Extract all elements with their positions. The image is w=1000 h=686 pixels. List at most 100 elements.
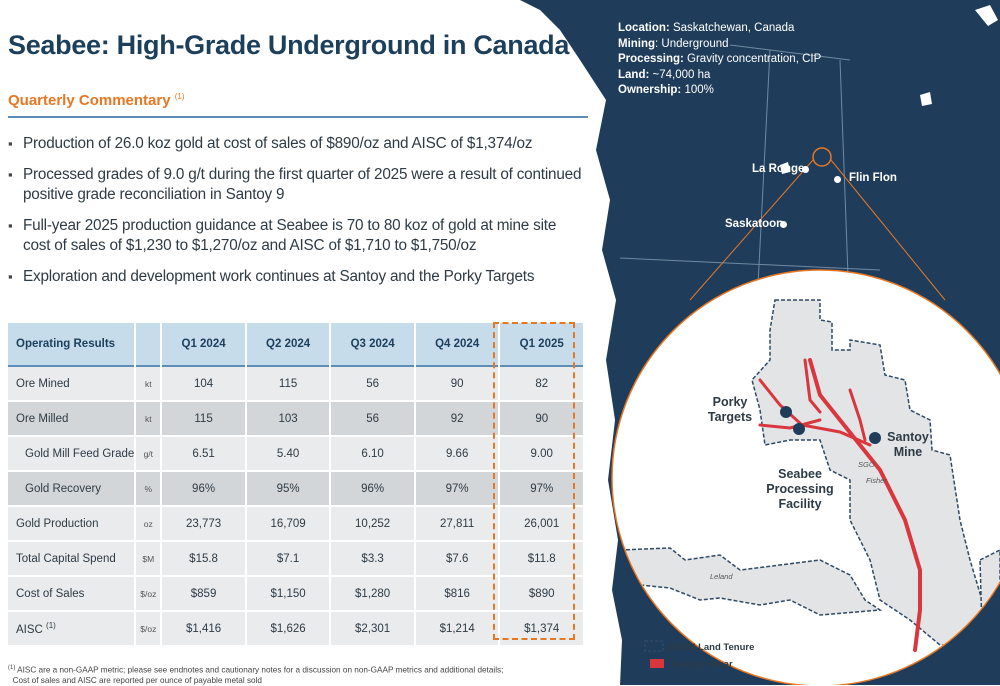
site-info: Location: Saskatchewan, Canada Mining: U… (618, 21, 821, 99)
land-tenure (619, 547, 883, 616)
table-cell: 97% (499, 471, 585, 507)
table-row: Cost of Sales $/oz $859 $1,150 $1,280 $816 $89… (8, 576, 585, 612)
table-header-cell: Operating Results (8, 323, 137, 366)
footnote-line1: AISC are a non-GAAP metric; please see e… (17, 665, 504, 675)
santoy-shear (758, 418, 822, 430)
table-row: Gold Mill Feed Grade g/t 6.51 5.40 6.10 9.66 9… (8, 436, 585, 472)
info-value: ~74,000 ha (652, 68, 711, 81)
province-border (757, 49, 771, 286)
province-border (619, 257, 881, 271)
table-header-cell: Q1 2025 (499, 323, 585, 366)
table-cell: 56 (330, 365, 416, 402)
label-leland: Leland (710, 572, 733, 581)
legend-shear-label: Santoy Shear (672, 659, 733, 670)
lake (780, 162, 790, 174)
info-key: Ownership: (618, 84, 682, 96)
city-dot (802, 166, 809, 173)
table-cell: $11.8 (499, 541, 585, 577)
table-body: Ore Mined kt 104 115 56 90 82 Ore Milled kt 115 10… (8, 365, 585, 647)
row-unit: $/oz (135, 576, 163, 612)
table-cell: 9.00 (499, 436, 585, 472)
commentary-heading: Quarterly Commentary (1) (8, 92, 185, 109)
table-header-cell: Q3 2024 (330, 323, 416, 366)
row-label-text: Ore Mined (16, 377, 70, 390)
city-saskatoon: Saskatoon (725, 218, 784, 230)
row-label-text: Cost of Sales (16, 587, 85, 600)
legend-tenure-swatch (644, 640, 664, 652)
table-header-cell: Q1 2024 (161, 323, 247, 366)
row-label-text: AISC (16, 623, 43, 636)
row-label-text: Total Capital Spend (16, 552, 116, 565)
city-dot (834, 176, 841, 183)
santoy-marker (869, 432, 881, 444)
row-label-text: Ore Milled (16, 412, 69, 425)
table-cell: $3.3 (330, 541, 416, 577)
label-porky-targets: Porky Targets (707, 395, 753, 424)
inset-map (619, 299, 1000, 652)
table-cell: 6.51 (161, 436, 247, 472)
province-border (839, 59, 849, 276)
row-label-text: Gold Mill Feed Grade (25, 447, 135, 460)
info-ownership: Ownership: 100% (618, 83, 821, 99)
commentary-heading-sup: (1) (174, 92, 185, 101)
table-cell: $816 (414, 576, 501, 612)
row-label: Ore Milled (8, 400, 137, 437)
table-cell: $1,150 (245, 576, 332, 612)
row-label: Ore Mined (8, 365, 137, 402)
table-header-cell: Q4 2024 (414, 323, 501, 366)
row-label-sup: (1) (46, 621, 56, 631)
lake (920, 92, 932, 106)
label-fisher: Fisher (866, 476, 887, 485)
table-cell: 115 (161, 400, 247, 437)
table-cell: 103 (245, 400, 332, 437)
table-cell: $859 (161, 576, 247, 612)
row-unit: % (135, 471, 163, 507)
table-cell: 6.10 (330, 436, 416, 472)
info-value: 100% (684, 84, 714, 96)
table-cell: 82 (499, 365, 585, 402)
row-label: Gold Recovery (8, 471, 137, 507)
table-cell: 115 (245, 365, 332, 402)
table-cell: 10,252 (330, 505, 416, 542)
table-cell: 97% (414, 471, 501, 507)
table-row: Total Capital Spend $M $15.8 $7.1 $3.3 $7.6 $1… (8, 541, 585, 577)
label-sgo: SGO (858, 460, 875, 469)
santoy-shear (848, 388, 867, 442)
left-panel: Seabee: High-Grade Underground in Canada… (0, 0, 600, 685)
info-key: Processing: (618, 53, 684, 65)
table-cell: $7.1 (245, 541, 332, 577)
table-cell: $1,416 (161, 611, 247, 647)
table-cell: $2,301 (330, 611, 416, 647)
commentary-bullet: Exploration and development work continu… (8, 267, 583, 287)
callout-line (830, 159, 946, 301)
row-label: Total Capital Spend (8, 541, 137, 577)
table-cell: 95% (245, 471, 332, 507)
label-processing-facility: Seabee Processing Facility (766, 467, 834, 511)
table-cell: 96% (161, 471, 247, 507)
commentary-bullet: Processed grades of 9.0 g/t during the f… (8, 165, 583, 205)
table-row: Ore Mined kt 104 115 56 90 82 (8, 365, 585, 402)
legend-shear-swatch (650, 659, 664, 668)
commentary-bullet: Production of 26.0 koz gold at cost of s… (8, 134, 583, 154)
table-cell: 9.66 (414, 436, 501, 472)
table-cell: 96% (330, 471, 416, 507)
table-row: Gold Production oz 23,773 16,709 10,252 27,81… (8, 505, 585, 542)
city-flin-flon: Flin Flon (849, 172, 897, 184)
footnote-sup: (1) (8, 665, 16, 671)
info-land: Land: ~74,000 ha (618, 68, 821, 84)
info-key: Mining (618, 37, 656, 50)
table-cell: 23,773 (161, 505, 247, 542)
porky-marker (780, 406, 792, 418)
city-dot (780, 221, 787, 228)
table-cell: $15.8 (161, 541, 247, 577)
row-unit: $M (135, 541, 163, 577)
commentary-heading-text: Quarterly Commentary (8, 92, 171, 109)
table-cell: $1,214 (414, 611, 501, 647)
row-label: Cost of Sales (8, 576, 137, 612)
page-title: Seabee: High-Grade Underground in Canada (8, 30, 570, 60)
info-value: : Underground (655, 37, 729, 50)
regional-map (520, 0, 1000, 685)
table-cell: $890 (499, 576, 585, 612)
operating-results-table: Operating Results Q1 2024 Q2 2024 Q3 202… (8, 323, 585, 647)
info-location: Location: Saskatchewan, Canada (618, 21, 821, 37)
